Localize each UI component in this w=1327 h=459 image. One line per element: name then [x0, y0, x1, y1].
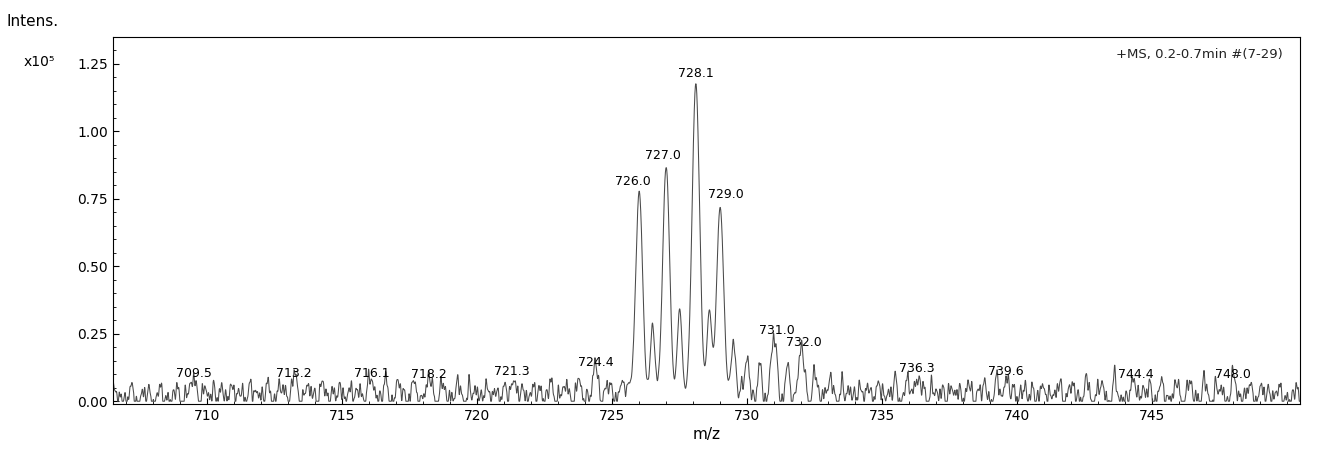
- Text: 731.0: 731.0: [759, 324, 795, 337]
- Text: 718.2: 718.2: [411, 368, 446, 381]
- X-axis label: m/z: m/z: [693, 427, 721, 442]
- Text: 732.0: 732.0: [787, 336, 823, 349]
- Text: 728.1: 728.1: [678, 67, 714, 80]
- Text: 724.4: 724.4: [579, 356, 614, 369]
- Text: Intens.: Intens.: [7, 14, 58, 29]
- Text: 739.6: 739.6: [989, 365, 1024, 378]
- Text: 726.0: 726.0: [616, 175, 652, 188]
- Text: 736.3: 736.3: [900, 362, 936, 375]
- Text: x10⁵: x10⁵: [24, 55, 56, 69]
- Text: 721.3: 721.3: [495, 365, 529, 378]
- Text: 748.0: 748.0: [1216, 368, 1251, 381]
- Text: 716.1: 716.1: [354, 367, 390, 380]
- Text: 713.2: 713.2: [276, 367, 312, 380]
- Text: 744.4: 744.4: [1117, 368, 1153, 381]
- Text: +MS, 0.2-0.7min #(7-29): +MS, 0.2-0.7min #(7-29): [1116, 48, 1283, 61]
- Text: 727.0: 727.0: [645, 149, 681, 162]
- Text: 729.0: 729.0: [709, 189, 744, 202]
- Text: 709.5: 709.5: [176, 367, 212, 380]
